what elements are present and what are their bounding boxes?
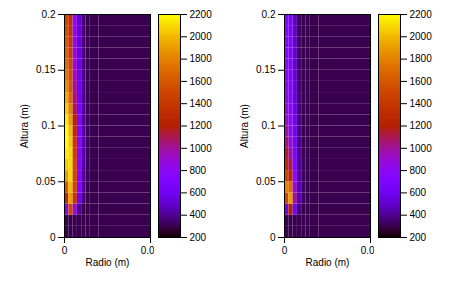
- svg-text:1600: 1600: [410, 76, 433, 87]
- svg-text:200: 200: [410, 232, 427, 243]
- svg-text:0.05: 0.05: [36, 176, 56, 187]
- svg-text:Radio (m): Radio (m): [86, 257, 130, 268]
- svg-text:0: 0: [62, 245, 68, 256]
- svg-text:600: 600: [190, 187, 207, 198]
- svg-text:2200: 2200: [410, 9, 433, 20]
- svg-text:400: 400: [410, 209, 427, 220]
- svg-text:0: 0: [50, 232, 56, 243]
- svg-text:Radio (m): Radio (m): [306, 257, 350, 268]
- svg-text:2200: 2200: [190, 9, 213, 20]
- svg-text:1800: 1800: [410, 53, 433, 64]
- svg-text:0.2: 0.2: [42, 9, 56, 20]
- svg-text:0.05: 0.05: [256, 176, 276, 187]
- svg-text:2000: 2000: [410, 31, 433, 42]
- svg-text:1400: 1400: [190, 98, 213, 109]
- svg-text:600: 600: [410, 187, 427, 198]
- svg-text:0.1: 0.1: [42, 120, 56, 131]
- svg-text:1600: 1600: [190, 76, 213, 87]
- svg-text:0.1: 0.1: [262, 120, 276, 131]
- svg-text:1400: 1400: [410, 98, 433, 109]
- svg-text:800: 800: [410, 165, 427, 176]
- svg-text:1800: 1800: [190, 53, 213, 64]
- svg-text:1200: 1200: [190, 120, 213, 131]
- svg-text:1200: 1200: [410, 120, 433, 131]
- svg-text:1000: 1000: [190, 143, 213, 154]
- svg-text:0.15: 0.15: [256, 64, 276, 75]
- svg-text:0.05: 0.05: [361, 245, 374, 256]
- svg-text:1000: 1000: [410, 143, 433, 154]
- svg-text:800: 800: [190, 165, 207, 176]
- svg-text:0.15: 0.15: [36, 64, 56, 75]
- svg-text:0.05: 0.05: [141, 245, 154, 256]
- svg-text:0.2: 0.2: [262, 9, 276, 20]
- svg-text:0: 0: [270, 232, 276, 243]
- svg-text:Altura (m): Altura (m): [239, 104, 250, 148]
- svg-text:2000: 2000: [190, 31, 213, 42]
- svg-text:0: 0: [282, 245, 288, 256]
- svg-text:200: 200: [190, 232, 207, 243]
- svg-text:Altura (m): Altura (m): [19, 104, 30, 148]
- svg-text:400: 400: [190, 209, 207, 220]
